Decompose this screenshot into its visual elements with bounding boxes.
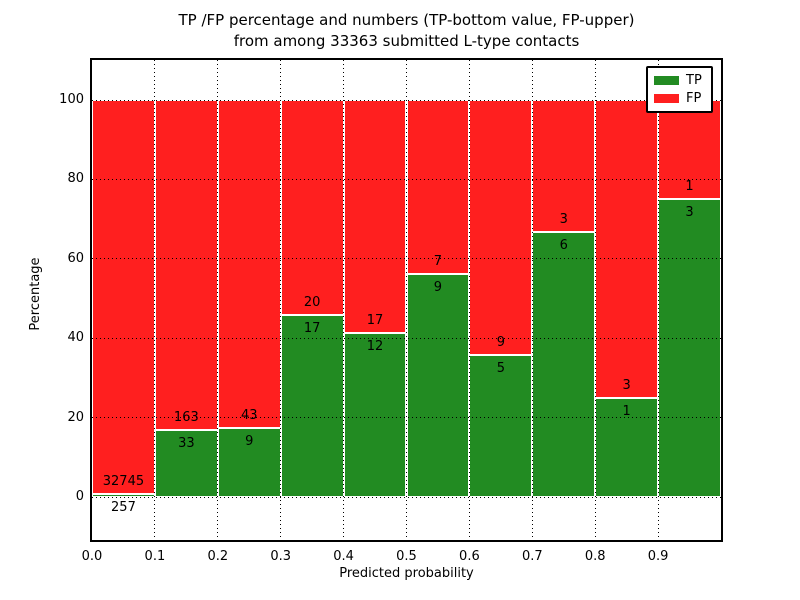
- tp-count-label: 17: [303, 320, 321, 336]
- gridline-vertical: [217, 60, 219, 540]
- fp-count-label: 17: [366, 312, 384, 328]
- bar-segment-tp: [469, 355, 533, 497]
- tp-swatch-icon: [654, 76, 679, 85]
- y-axis-label: Percentage: [28, 257, 43, 331]
- fp-count-label: 32745: [102, 473, 145, 489]
- legend-entry-fp: FP: [648, 91, 711, 106]
- chart-title-line1: TP /FP percentage and numbers (TP-bottom…: [178, 11, 635, 29]
- fp-count-label: 3: [559, 212, 568, 228]
- legend-label-tp: TP: [686, 73, 702, 88]
- bar-segment-tp: [343, 332, 407, 497]
- x-tick-label: 0.7: [521, 549, 543, 564]
- tp-count-label: 9: [433, 279, 443, 295]
- fp-count-label: 20: [303, 294, 321, 310]
- gridline-horizontal: [92, 258, 721, 260]
- bar-segment-tp: [532, 232, 596, 497]
- bar-segment-tp: [595, 397, 659, 497]
- x-tick-label: 0.8: [584, 549, 606, 564]
- tp-count-label: 257: [111, 499, 136, 515]
- bar-segment-tp: [406, 273, 470, 497]
- tp-count-label: 3: [685, 205, 694, 221]
- y-tick-label: 20: [67, 409, 84, 425]
- tp-count-label: 9: [245, 434, 254, 450]
- gridline-horizontal: [92, 496, 721, 498]
- gridline-vertical: [657, 60, 659, 540]
- tp-count-label: 6: [559, 238, 568, 254]
- tp-count-label: 12: [366, 338, 384, 354]
- bar-segment-fp: [406, 100, 470, 274]
- bar-segment-fp: [280, 100, 344, 315]
- y-tick-label: 100: [59, 92, 84, 107]
- fp-count-label: 43: [240, 408, 258, 424]
- tp-count-label: 5: [496, 361, 505, 377]
- plot-area: 32745 257 163 33 43 9 20 17 17 12 7 9 9 5 3 6 3 1 1 3: [92, 60, 721, 540]
- gridline-horizontal: [92, 417, 721, 419]
- x-tick-label: 0.0: [81, 549, 103, 564]
- legend-entry-tp: TP: [648, 73, 711, 88]
- x-tick-label: 0.9: [647, 549, 669, 564]
- y-tick-label: 80: [67, 171, 84, 187]
- chart-title: TP /FP percentage and numbers (TP-bottom…: [92, 10, 721, 52]
- fp-count-label: 163: [173, 410, 199, 426]
- gridline-vertical: [594, 60, 596, 540]
- gridline-vertical: [468, 60, 470, 540]
- fp-count-label: 3: [622, 377, 631, 393]
- gridline-horizontal: [92, 337, 721, 339]
- bar-segment-fp: [92, 100, 155, 494]
- y-tick-label: 40: [67, 330, 84, 346]
- gridline-vertical: [280, 60, 282, 540]
- bar-segment-tp: [154, 430, 218, 497]
- legend-label-fp: FP: [686, 91, 702, 106]
- gridline-vertical: [406, 60, 407, 540]
- fp-count-label: 9: [496, 335, 505, 351]
- gridline-vertical: [154, 60, 156, 540]
- gridline-horizontal: [92, 178, 721, 180]
- bar-segment-fp: [469, 100, 533, 356]
- x-tick-label: 0.2: [207, 549, 229, 564]
- x-tick-label: 0.4: [333, 549, 354, 564]
- y-tick-label: 60: [67, 250, 84, 266]
- gridline-vertical: [531, 60, 533, 540]
- bar-segment-fp: [343, 100, 407, 333]
- bar-segment-fp: [595, 100, 659, 398]
- x-tick-label: 0.5: [396, 549, 417, 564]
- bar-segment-fp: [154, 100, 218, 431]
- legend: TP FP: [646, 66, 713, 113]
- x-axis-label: Predicted probability: [339, 566, 474, 581]
- gridline-horizontal: [92, 99, 721, 101]
- bar-segment-fp: [217, 100, 281, 429]
- gridline-vertical: [343, 60, 345, 540]
- bar-segment-fp: [658, 100, 721, 200]
- fp-swatch-icon: [654, 94, 679, 103]
- x-tick-label: 0.1: [144, 549, 166, 564]
- fp-count-label: 1: [685, 179, 694, 195]
- chart-title-line2: from among 33363 submitted L-type contac…: [233, 32, 580, 50]
- tp-count-label: 1: [622, 403, 631, 419]
- y-tick-label: 0: [75, 489, 84, 504]
- tp-count-label: 33: [178, 436, 195, 452]
- bar-segment-tp: [280, 314, 344, 497]
- x-tick-label: 0.3: [270, 549, 292, 564]
- fp-count-label: 7: [433, 253, 443, 269]
- x-tick-label: 0.6: [459, 549, 480, 564]
- bar-segment-tp: [658, 199, 721, 497]
